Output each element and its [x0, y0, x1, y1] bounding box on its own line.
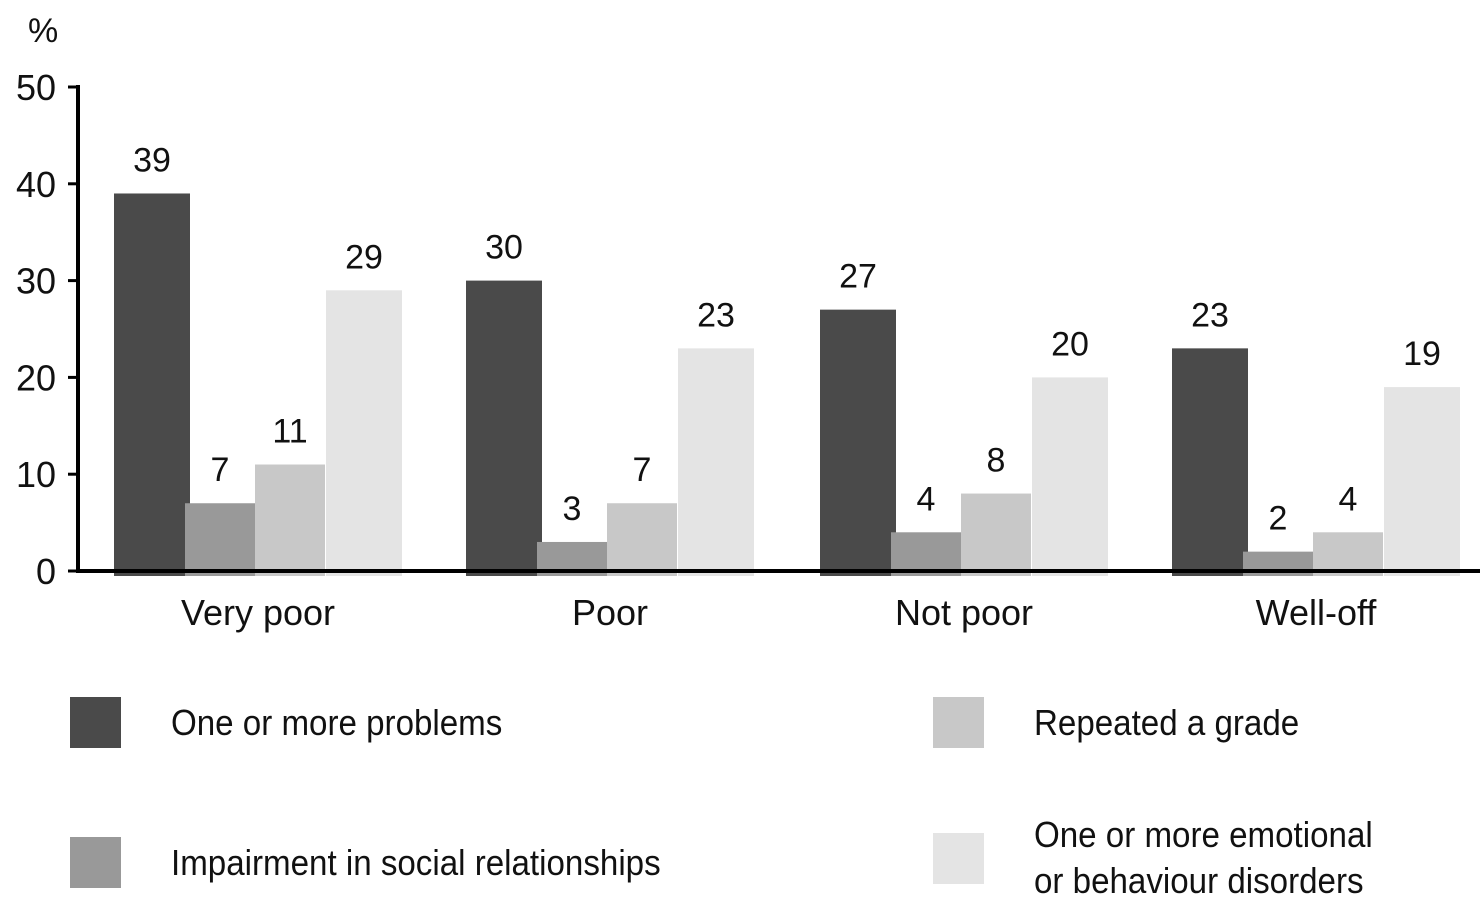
data-label: 4: [1339, 480, 1358, 518]
data-label: 2: [1269, 500, 1288, 538]
y-axis-label: %: [28, 12, 58, 50]
x-tick-label: Not poor: [895, 592, 1033, 633]
legend-label: Impairment in social relationships: [171, 841, 661, 883]
data-label: 7: [211, 451, 230, 489]
legend-item-impairment-in-social-relationships: Impairment in social relationships: [70, 837, 703, 888]
bar-not-poor-one-or-more-emotional-or-behaviour-disorders: [1032, 377, 1108, 576]
y-tick-label: 40: [16, 164, 56, 205]
data-label: 20: [1051, 325, 1089, 363]
y-tick-label: 0: [36, 551, 56, 592]
y-tick-label: 30: [16, 261, 56, 302]
bar-very-poor-one-or-more-problems: [114, 193, 190, 577]
bar-very-poor-one-or-more-emotional-or-behaviour-disorders: [326, 290, 402, 576]
data-label: 39: [133, 141, 171, 179]
x-tick-label: Very poor: [181, 592, 335, 633]
axes-layer: Very poor Poor Not poor Well-off 0 10 20 30 40 50: [16, 67, 1480, 633]
bar-chart: % 39 7 11 29 30 3 7 23 27 4 8 20 23 2 4 19 Very poor Poo…: [16, 12, 1480, 633]
legend-item-one-or-more-problems: One or more problems: [70, 697, 531, 748]
data-label: 11: [272, 413, 307, 451]
y-tick-label: 20: [16, 357, 56, 398]
legend-swatch: [933, 832, 984, 884]
data-label: 23: [1191, 296, 1229, 334]
bars-layer: [114, 193, 1460, 577]
legend-item-repeated-a-grade: Repeated a grade: [933, 697, 1322, 748]
bar-poor-one-or-more-problems: [466, 280, 542, 576]
legend-item-emotional-or-behaviour-disorders: One or more emotional or behaviour disor…: [933, 812, 1402, 904]
x-tick-label: Well-off: [1256, 592, 1378, 633]
y-tick-label: 10: [16, 454, 56, 495]
bar-not-poor-one-or-more-problems: [820, 309, 896, 576]
x-tick-label: Poor: [572, 592, 648, 633]
data-label: 30: [485, 229, 523, 267]
data-label: 4: [917, 480, 936, 518]
data-label: 19: [1403, 335, 1441, 373]
legend-swatch: [70, 697, 121, 748]
legend-label: One or more emotional or behaviour disor…: [1034, 814, 1373, 901]
data-label: 29: [345, 238, 383, 276]
data-label: 3: [563, 490, 582, 528]
data-labels-layer: 39 7 11 29 30 3 7 23 27 4 8 20 23 2 4 19: [133, 141, 1441, 537]
bar-not-poor-impairment-in-social-relationships: [891, 532, 961, 576]
legend-swatch: [933, 697, 984, 748]
bar-not-poor-repeated-a-grade: [961, 493, 1031, 576]
bar-well-off-repeated-a-grade: [1313, 532, 1383, 576]
bar-well-off-one-or-more-emotional-or-behaviour-disorders: [1384, 387, 1460, 576]
bar-very-poor-repeated-a-grade: [255, 464, 325, 576]
data-label: 27: [839, 258, 877, 296]
data-label: 7: [633, 451, 652, 489]
y-tick-label: 50: [16, 67, 56, 108]
bar-very-poor-impairment-in-social-relationships: [185, 503, 255, 576]
legend-swatch: [70, 837, 121, 888]
legend-label: One or more problems: [171, 701, 503, 743]
bar-well-off-one-or-more-problems: [1172, 348, 1248, 576]
bar-poor-repeated-a-grade: [607, 503, 677, 576]
data-label: 8: [987, 442, 1006, 480]
data-label: 23: [697, 296, 735, 334]
bar-poor-one-or-more-emotional-or-behaviour-disorders: [678, 348, 754, 576]
legend-label: Repeated a grade: [1034, 701, 1300, 743]
